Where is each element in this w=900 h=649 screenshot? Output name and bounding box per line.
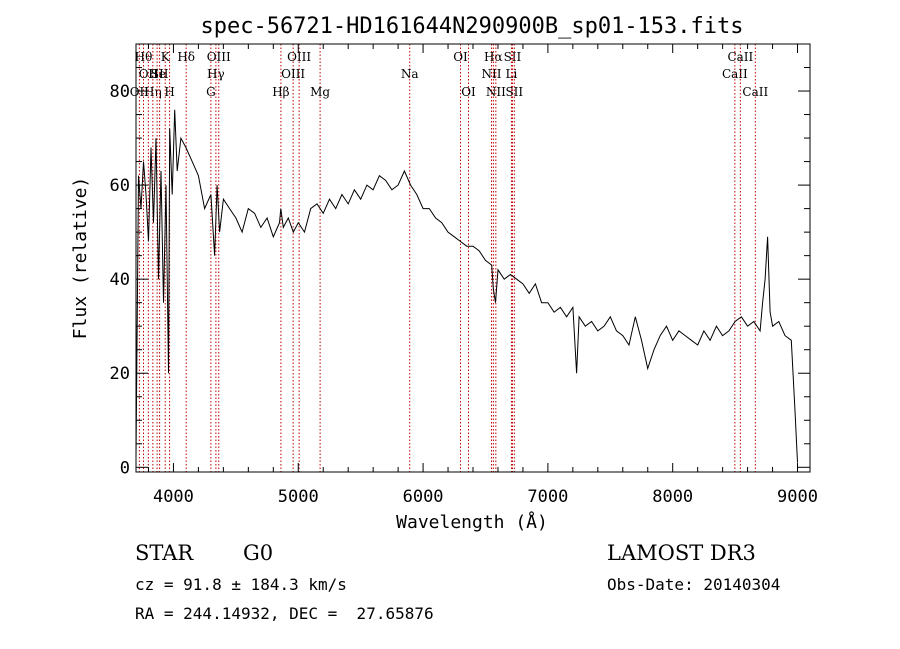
y-tick-label: 60 <box>110 176 130 196</box>
line-label-oi: OI <box>453 50 468 64</box>
line-label-oiii: OIII <box>287 50 311 64</box>
object-class: STAR <box>135 541 194 565</box>
y-tick-label: 0 <box>120 458 130 478</box>
coordinates-text: RA = 244.14932, DEC = 27.65876 <box>135 604 434 623</box>
line-label-sii: SII <box>505 85 523 99</box>
x-tick-label: 7000 <box>527 487 568 507</box>
line-label-caii: CaII <box>727 50 753 64</box>
y-tick-label: 40 <box>110 270 130 290</box>
line-label-caii: CaII <box>742 85 768 99</box>
x-tick-label: 9000 <box>777 487 818 507</box>
object-subclass: G0 <box>243 541 273 565</box>
line-label-na: Na <box>401 67 419 81</box>
line-label-sii: SII <box>504 50 522 64</box>
obs-date-text: Obs-Date: 20140304 <box>607 575 780 594</box>
line-label-nii: NII <box>481 67 501 81</box>
chart-title: spec-56721-HD161644N290900B_sp01-153.fit… <box>200 14 743 39</box>
line-label-k: K <box>161 50 171 64</box>
x-tick-label: 5000 <box>278 487 319 507</box>
x-tick-label: 8000 <box>652 487 693 507</box>
y-axis: 0 20 40 60 80 <box>110 67 810 478</box>
y-tick-label: 20 <box>110 364 130 384</box>
y-axis-label: Flux (relative) <box>70 177 91 340</box>
line-label-li: Li <box>506 67 518 81</box>
x-tick-label: 4000 <box>153 487 194 507</box>
line-label-h: Hδ <box>177 50 195 64</box>
x-axis: 4000 5000 6000 7000 8000 9000 <box>147 44 818 507</box>
line-label-oii: OII <box>130 85 150 99</box>
y-tick-label: 80 <box>110 82 130 102</box>
line-label-h: Hγ <box>207 67 225 81</box>
line-label-oii: OII <box>139 67 159 81</box>
line-label-oiii: OIII <box>281 67 305 81</box>
line-label-g: G <box>206 85 216 99</box>
line-label-h: Hθ <box>135 50 153 64</box>
x-axis-label: Wavelength (Å) <box>396 511 548 533</box>
line-label-oi: OI <box>461 85 476 99</box>
line-label-mg: Mg <box>310 85 330 99</box>
line-label-nii: NII <box>486 85 506 99</box>
line-label-sii: SII <box>151 67 169 81</box>
redshift-text: cz = 91.8 ± 184.3 km/s <box>135 575 347 594</box>
line-label-oiii: OIII <box>207 50 231 64</box>
line-label-h: H <box>164 85 174 99</box>
line-label-he: He <box>148 67 166 81</box>
line-label-h: Hη <box>144 85 162 99</box>
x-tick-label: 6000 <box>403 487 444 507</box>
line-label-h: Hα <box>484 50 503 64</box>
survey-name: LAMOST DR3 <box>607 541 756 565</box>
emission-lines: OIIHθOIIHηHeSIIKHHδGHγOIIIHβOIIIOIIIMgNa… <box>130 44 768 472</box>
plot-frame <box>135 43 811 473</box>
line-label-h: Hβ <box>272 85 289 99</box>
line-label-caii: CaII <box>722 67 748 81</box>
spectrum-line <box>135 109 798 463</box>
